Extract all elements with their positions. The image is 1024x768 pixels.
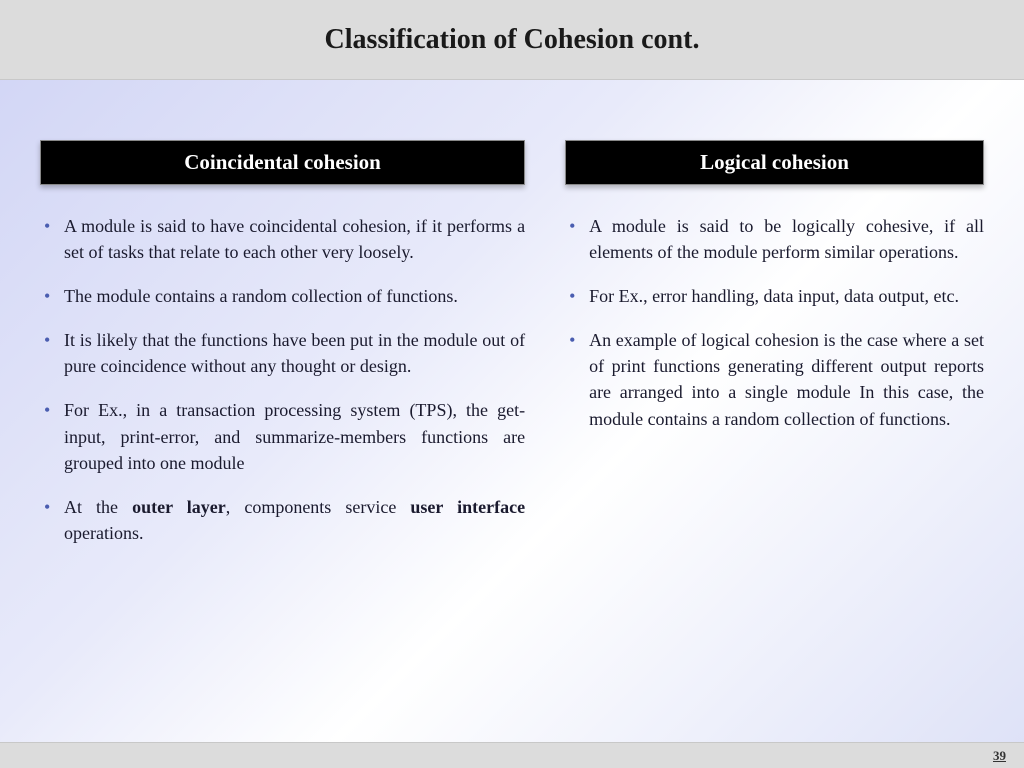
slide-title: Classification of Cohesion cont. [325, 24, 700, 56]
left-column: Coincidental cohesion A module is said t… [40, 140, 525, 564]
slide-footer: 39 [0, 742, 1024, 768]
left-bullet-list: A module is said to have coincidental co… [40, 213, 525, 546]
left-heading-banner: Coincidental cohesion [40, 140, 525, 185]
slide-header: Classification of Cohesion cont. [0, 0, 1024, 80]
list-item: It is likely that the functions have bee… [40, 327, 525, 379]
right-bullet-list: A module is said to be logically cohesiv… [565, 213, 984, 432]
list-item: A module is said to be logically cohesiv… [565, 213, 984, 265]
content-area: Coincidental cohesion A module is said t… [0, 80, 1024, 584]
text-fragment: operations. [64, 523, 143, 543]
list-item: An example of logical cohesion is the ca… [565, 327, 984, 431]
list-item: A module is said to have coincidental co… [40, 213, 525, 265]
bold-text: outer layer [132, 497, 226, 517]
text-fragment: At the [64, 497, 132, 517]
right-heading-banner: Logical cohesion [565, 140, 984, 185]
right-column: Logical cohesion A module is said to be … [565, 140, 984, 564]
list-item: At the outer layer, components service u… [40, 494, 525, 546]
list-item: For Ex., in a transaction processing sys… [40, 397, 525, 475]
list-item: The module contains a random collection … [40, 283, 525, 309]
page-number: 39 [993, 748, 1006, 764]
bold-text: user interface [410, 497, 525, 517]
list-item: For Ex., error handling, data input, dat… [565, 283, 984, 309]
text-fragment: , components service [226, 497, 411, 517]
